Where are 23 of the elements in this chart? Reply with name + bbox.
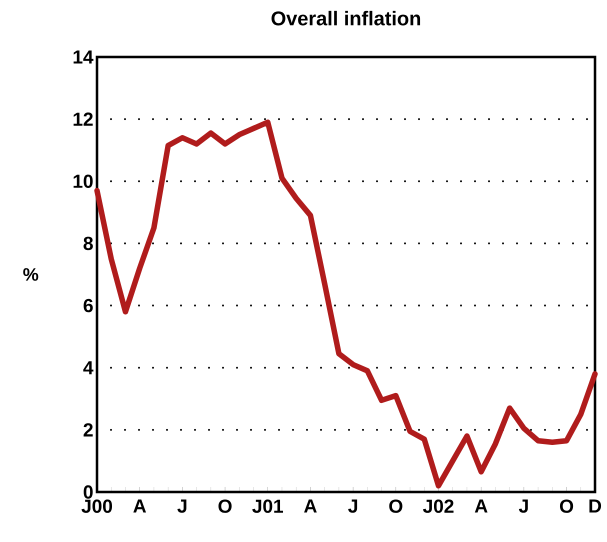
x-tick-label: A <box>304 500 317 513</box>
y-axis-title: % <box>23 268 38 281</box>
x-tick-label: J <box>348 500 358 513</box>
y-tick-label: 10 <box>74 174 93 188</box>
y-tick-label: 6 <box>84 298 93 312</box>
x-tick-label: O <box>560 500 574 513</box>
x-tick-label: J <box>177 500 186 513</box>
y-tick-label: 14 <box>74 50 94 64</box>
y-tick-label: 8 <box>84 236 93 250</box>
x-tick-label: O <box>218 500 232 513</box>
y-tick-label: 4 <box>83 361 94 374</box>
chart-title: Overall inflation <box>272 10 420 26</box>
x-tick-label: A <box>133 500 146 513</box>
x-tick-label: O <box>389 500 402 513</box>
x-tick-label: A <box>474 500 488 513</box>
x-tick-label: J02 <box>422 500 454 513</box>
y-tick-label: 12 <box>74 112 93 126</box>
x-tick-label: J00 <box>82 500 112 513</box>
y-tick-label: 2 <box>84 423 93 436</box>
y-tick-label: 0 <box>84 485 93 499</box>
x-tick-label: J01 <box>252 500 284 513</box>
x-tick-label: D <box>589 500 602 513</box>
x-tick-label: J <box>518 500 528 513</box>
